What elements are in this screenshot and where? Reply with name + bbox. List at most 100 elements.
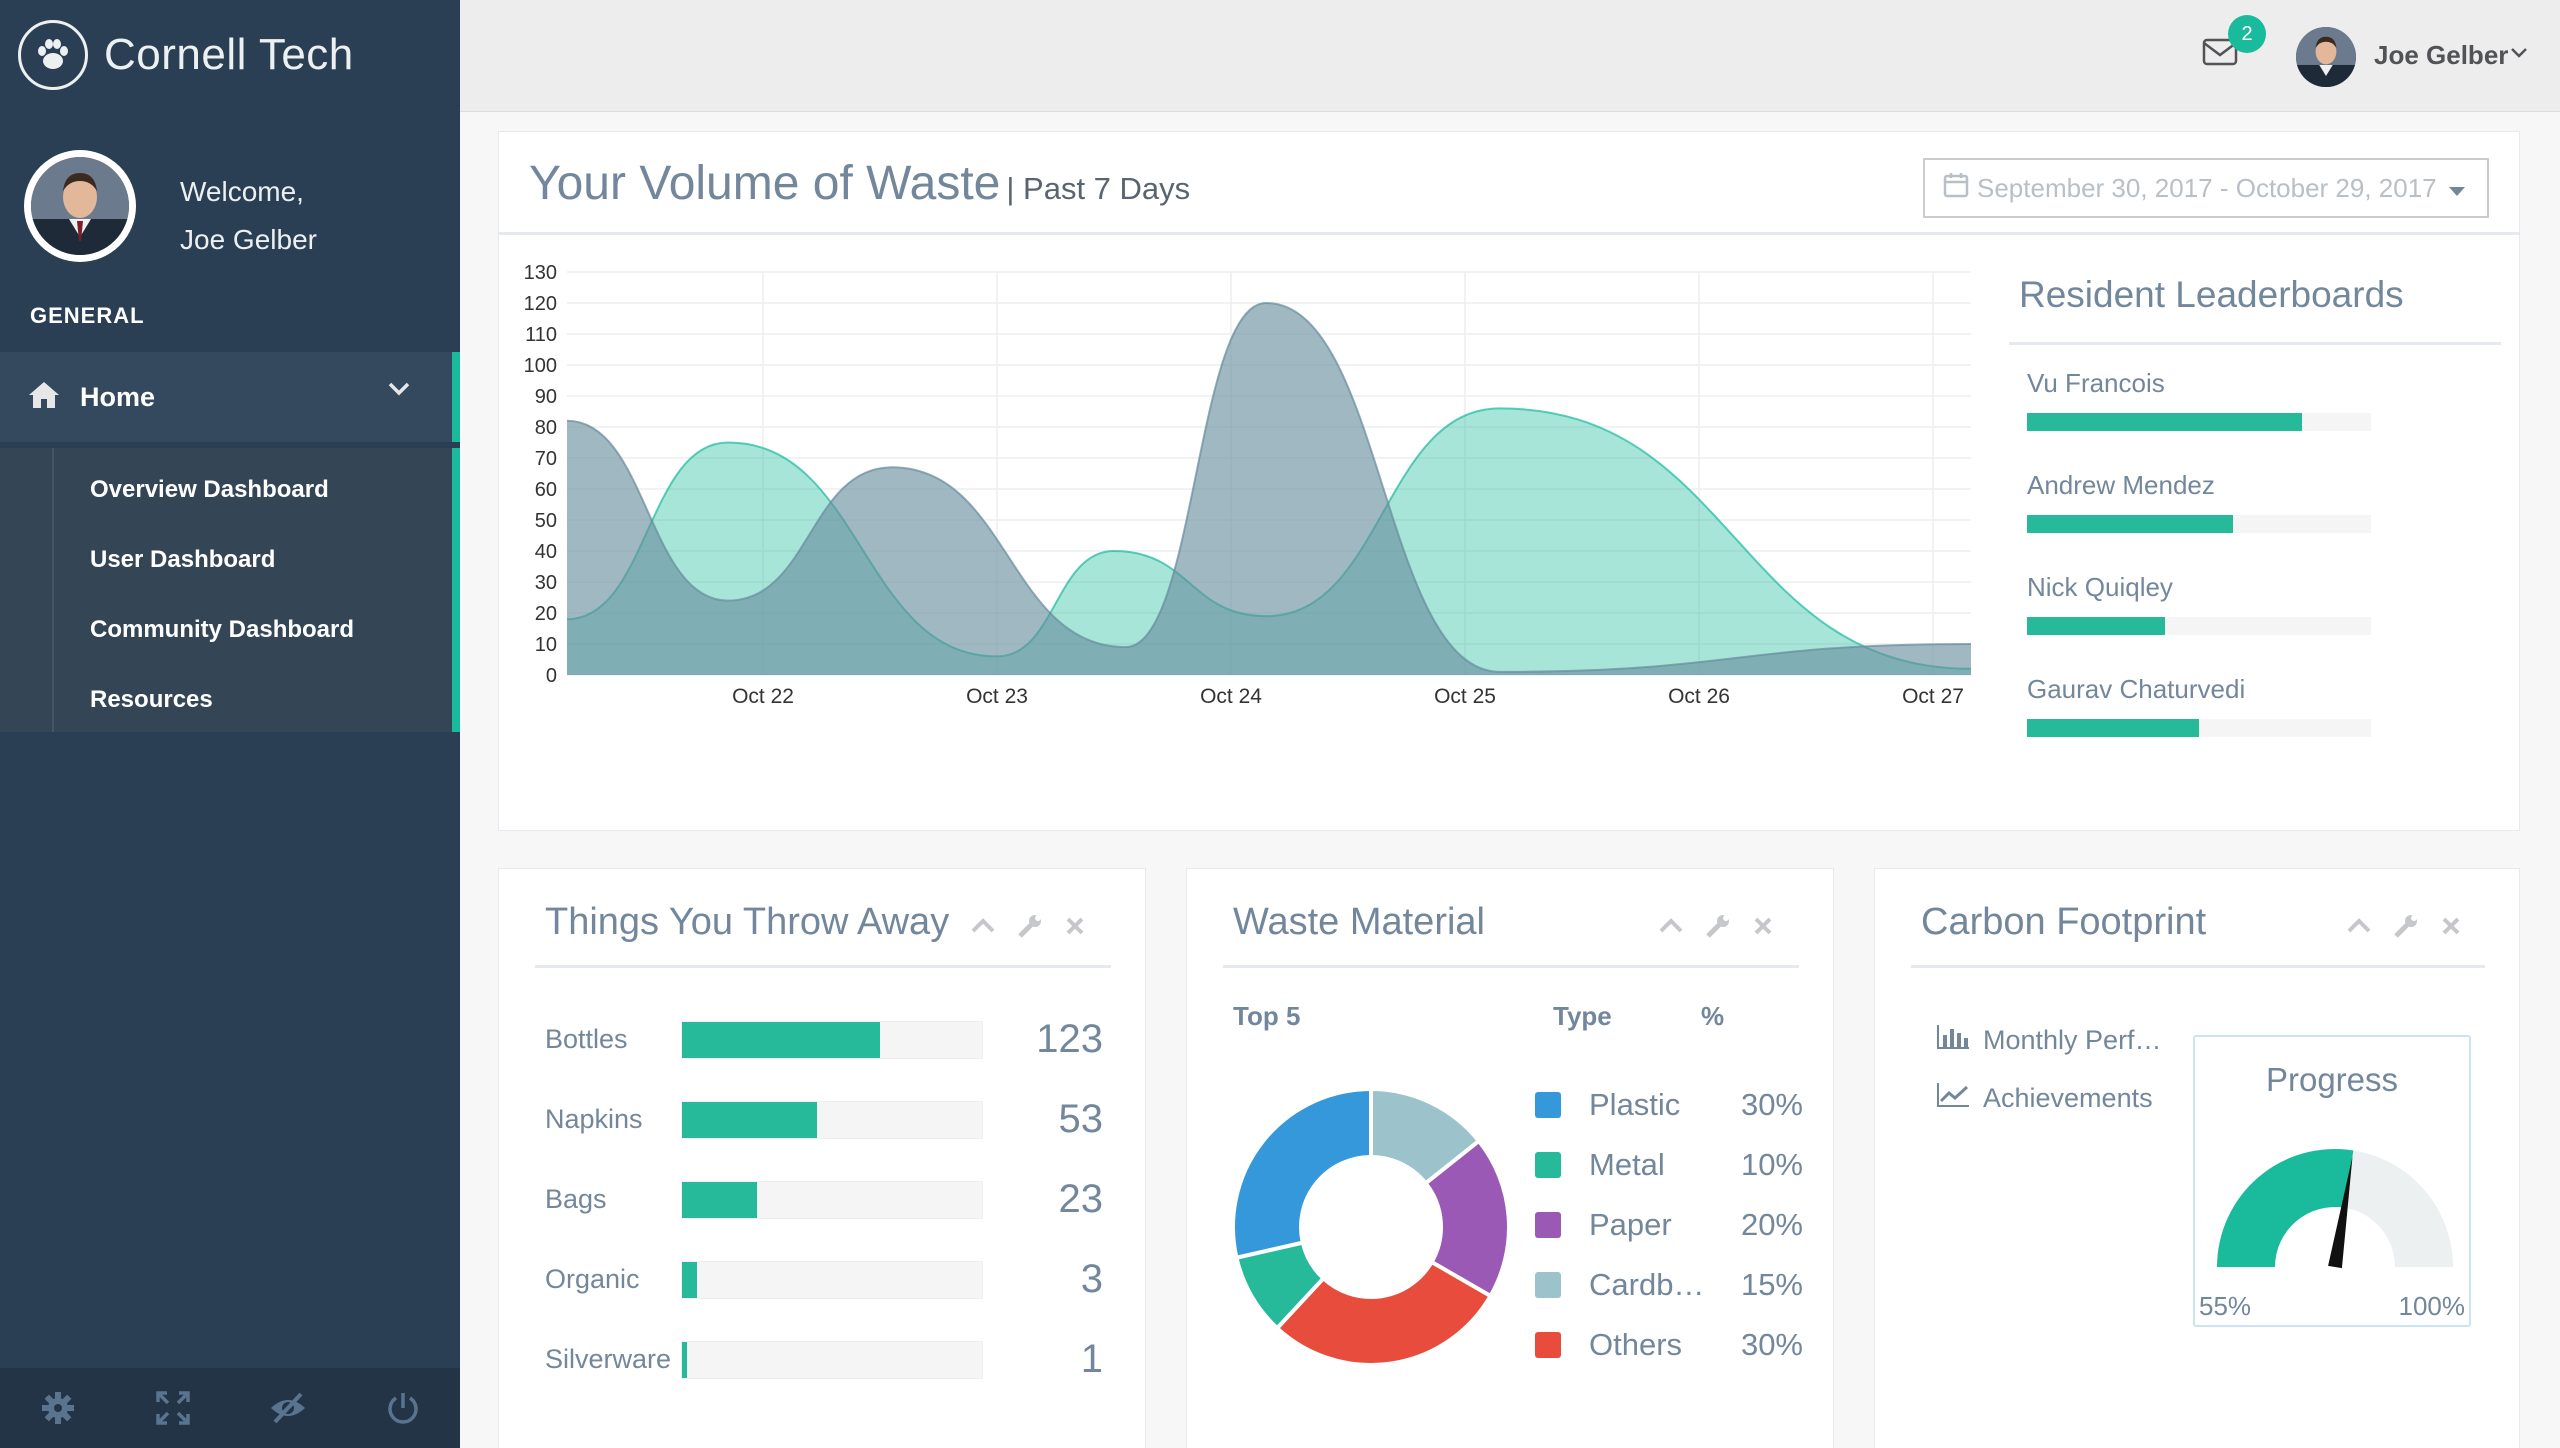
wrench-icon[interactable] <box>2393 913 2419 944</box>
legend-swatch <box>1535 1092 1561 1118</box>
fullscreen-icon[interactable] <box>115 1368 230 1448</box>
sidebar-item-overview-dashboard[interactable]: Overview Dashboard <box>90 476 329 503</box>
y-tick-label: 130 <box>524 262 557 284</box>
collapse-icon[interactable] <box>971 918 995 939</box>
sidebar-item-home[interactable]: Home <box>0 352 460 442</box>
carbon-footprint-panel: Carbon Footprint Monthly Perf… Achieveme… <box>1874 868 2520 1448</box>
throw-away-panel: Things You Throw Away Bottles 123 Napkins 5… <box>498 868 1146 1448</box>
leaderboard-name: Nick Quiqley <box>2027 572 2173 602</box>
gear-icon[interactable] <box>0 1368 115 1448</box>
date-range-text: September 30, 2017 - October 29, 2017 <box>1977 172 2437 203</box>
eye-slash-icon[interactable] <box>230 1368 345 1448</box>
throw-away-bar <box>681 1100 983 1139</box>
throw-away-bar-fill <box>682 1181 757 1218</box>
y-tick-label: 100 <box>524 355 557 377</box>
waste-volume-panel: Your Volume of Waste | Past 7 Days Septem… <box>498 131 2520 831</box>
x-tick-label: Oct 25 <box>1434 685 1496 708</box>
throw-away-label: Bottles <box>545 1024 628 1054</box>
close-icon[interactable] <box>1753 916 1773 941</box>
legend-row: Cardb… 15% <box>1535 1267 1803 1303</box>
gauge-track <box>2344 1150 2453 1267</box>
throw-away-bar <box>681 1340 983 1379</box>
throw-away-count: 123 <box>1036 1017 1103 1061</box>
legend-percent: 15% <box>1740 1267 1803 1302</box>
gauge-max-label: 100% <box>2398 1291 2466 1321</box>
leaderboard-entry: Andrew Mendez <box>2027 470 2371 533</box>
sidebar-item-resources[interactable]: Resources <box>90 686 213 713</box>
legend-row: Plastic 30% <box>1535 1087 1803 1123</box>
throw-away-label: Bags <box>545 1184 607 1214</box>
progress-gauge <box>2217 1149 2453 1269</box>
achievements-link[interactable]: Achievements <box>1937 1083 2153 1114</box>
collapse-icon[interactable] <box>1659 918 1683 939</box>
wrench-icon[interactable] <box>1017 913 1043 944</box>
x-tick-label: Oct 27 <box>1902 685 1964 708</box>
user-avatar[interactable] <box>2296 27 2356 87</box>
col-top5-header: Top 5 <box>1233 1001 1301 1031</box>
leaderboard-name: Vu Francois <box>2027 368 2165 398</box>
throw-away-label: Organic <box>545 1264 640 1294</box>
legend-row: Metal 10% <box>1535 1147 1803 1183</box>
progress-title: Progress <box>2265 1061 2399 1098</box>
area-series-0 <box>567 408 1971 675</box>
leaderboard-bar <box>2027 413 2371 431</box>
wrench-icon[interactable] <box>1705 913 1731 944</box>
panel-toolbar <box>2347 913 2461 944</box>
waste-volume-title: Your Volume of Waste <box>529 157 1001 210</box>
bar-chart-icon <box>1937 1025 1969 1056</box>
paw-icon <box>18 20 88 90</box>
leaderboard-name: Gaurav Chaturvedi <box>2027 674 2246 704</box>
area-series-1 <box>567 303 1971 675</box>
mail-count-badge: 2 <box>2228 15 2266 53</box>
chevron-down-icon <box>388 382 410 401</box>
close-icon[interactable] <box>1065 916 1085 941</box>
mail-icon[interactable] <box>2202 38 2238 71</box>
y-tick-label: 70 <box>535 448 557 470</box>
col-type-header: Type <box>1553 1001 1612 1031</box>
waste-material-panel: Waste Material Top 5 Type % Plastic 30% Me… <box>1186 868 1834 1448</box>
legend-type: Plastic <box>1589 1087 1681 1122</box>
gauge-needle <box>2328 1156 2353 1269</box>
monthly-performance-link[interactable]: Monthly Perf… <box>1937 1025 2162 1056</box>
y-tick-label: 90 <box>535 386 557 408</box>
throw-away-bar <box>681 1020 983 1059</box>
y-tick-label: 110 <box>525 324 557 346</box>
close-icon[interactable] <box>2441 916 2461 941</box>
throw-away-row: Bottles 123 <box>545 1017 1103 1062</box>
power-icon[interactable] <box>345 1368 460 1448</box>
leaderboard-title: Resident Leaderboards <box>2019 274 2404 315</box>
panel-toolbar <box>971 913 1085 944</box>
y-tick-label: 60 <box>535 479 557 501</box>
y-tick-label: 50 <box>535 510 557 532</box>
throw-away-count: 3 <box>1080 1257 1103 1301</box>
y-tick-label: 120 <box>524 293 557 315</box>
throw-away-bar-fill <box>682 1341 687 1378</box>
date-range-picker[interactable]: September 30, 2017 - October 29, 2017 <box>1923 158 2489 218</box>
y-tick-label: 0 <box>546 665 557 687</box>
waste-material-title: Waste Material <box>1233 901 1485 943</box>
calendar-icon <box>1943 172 1969 205</box>
throw-away-title: Things You Throw Away <box>545 901 950 943</box>
waste-volume-subtitle: | Past 7 Days <box>1006 171 1191 206</box>
welcome-user-name: Joe Gelber <box>180 224 317 255</box>
chevron-down-icon[interactable] <box>2510 46 2528 64</box>
legend-type: Cardb… <box>1589 1267 1705 1302</box>
user-menu-name[interactable]: Joe Gelber <box>2374 40 2509 70</box>
legend-percent: 10% <box>1740 1147 1803 1182</box>
brand[interactable]: Cornell Tech <box>18 20 354 90</box>
y-tick-label: 20 <box>535 603 557 625</box>
sidebar-item-community-dashboard[interactable]: Community Dashboard <box>90 616 355 643</box>
leaderboard-entry: Gaurav Chaturvedi <box>2027 674 2371 737</box>
legend-percent: 30% <box>1740 1087 1803 1122</box>
collapse-icon[interactable] <box>2347 918 2371 939</box>
leaderboard-name: Andrew Mendez <box>2027 470 2215 500</box>
leaderboard-bar <box>2027 617 2371 635</box>
brand-title: Cornell Tech <box>104 30 354 79</box>
sidebar-item-user-dashboard[interactable]: User Dashboard <box>90 546 276 573</box>
leaderboard-entry: Nick Quiqley <box>2027 572 2371 635</box>
monthly-performance-label: Monthly Perf… <box>1983 1025 2162 1055</box>
panel-toolbar <box>1659 913 1773 944</box>
line-series-0 <box>566 407 1972 670</box>
throw-away-count: 23 <box>1058 1177 1104 1221</box>
legend-swatch <box>1535 1332 1561 1358</box>
